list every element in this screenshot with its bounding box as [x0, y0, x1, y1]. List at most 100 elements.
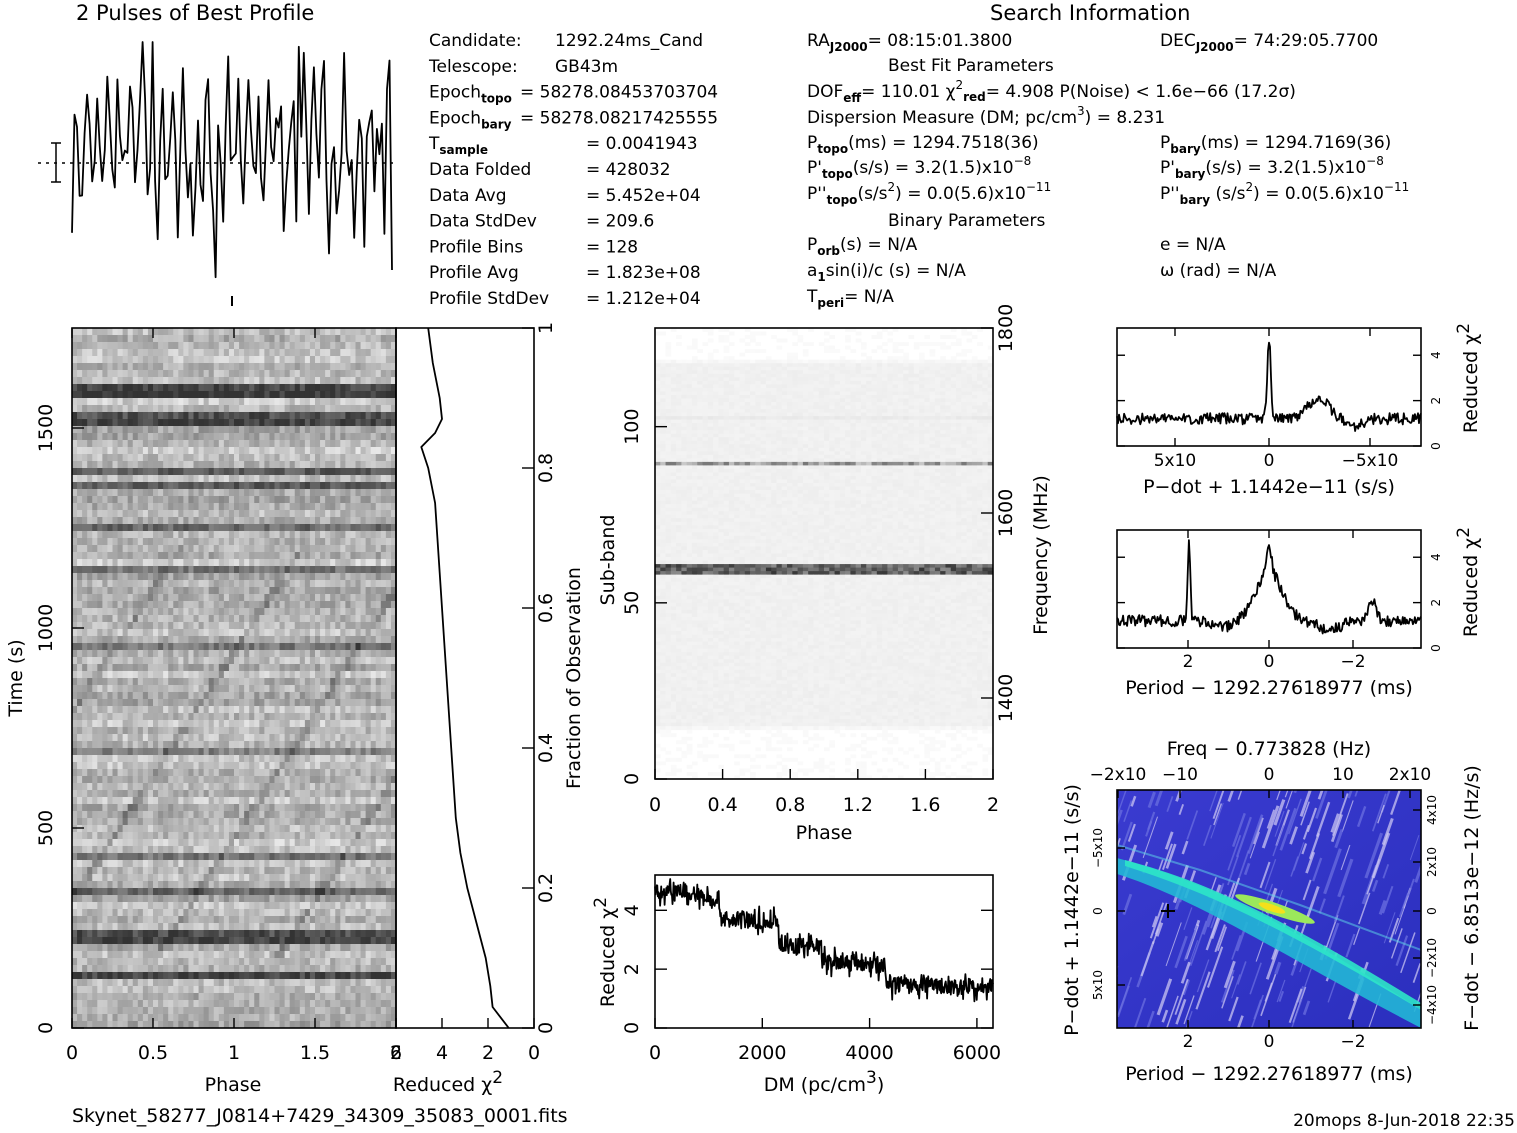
info-row: Tsample = 0.0041943 — [428, 134, 698, 157]
pddot-bary: P''bary (s/s2) = 0.0(5.6)x10−11 — [1160, 180, 1409, 207]
time-phase-ticks: 0 0.5 1 1.5 2 0 500 1000 1500 — [35, 328, 402, 1064]
search-information: Search Information Best Fit Parameters B… — [428, 1, 1409, 310]
candidate-info-column: Candidate: 1292.24ms_Cand Telescope: GB43m E… — [428, 31, 718, 309]
eccentricity: e = N/A — [1160, 235, 1226, 255]
tick-label: 4 — [436, 1042, 448, 1064]
period-chi2-curve — [1116, 539, 1422, 635]
dec-label: DECJ2000= 74:29:05.7700 — [1160, 31, 1378, 54]
tick-label: 1 — [228, 1042, 240, 1064]
tick-label: 0.5 — [138, 1042, 168, 1064]
tick-label: 4000 — [845, 1042, 893, 1064]
tick-label: 1.6 — [910, 794, 940, 816]
subband-greyscale — [655, 328, 994, 780]
dm-xlabel: DM (pc/cm3) — [764, 1068, 885, 1096]
tick-label: 0 — [1425, 907, 1439, 915]
subband-xlabel: Phase — [796, 822, 853, 844]
p-topo: Ptopo(ms) = 1294.7518(36) — [807, 133, 1039, 156]
period-chi2-plot: 2 0 −2 0 2 4 Period − 1292.27618977 (ms) Redu… — [1116, 527, 1482, 699]
period-pdot-map: 2 0 −2 −2x10 −10 0 10 2x10 −5x10 0 5x10 4x10 2x10 0 −2… — [1061, 738, 1483, 1085]
info-row: Telescope: GB43m — [428, 57, 618, 77]
subband-phase-plot: 0 0.4 0.8 1.2 1.6 2 0 50 100 1400 1600 1800 Phase S… — [597, 304, 1052, 844]
info-row: Candidate: 1292.24ms_Cand — [429, 31, 703, 51]
ra-value: = 08:15:01.3800 — [868, 31, 1013, 51]
time-phase-xlabel: Phase — [205, 1074, 262, 1096]
period-pdot-ticks: 2 0 −2 −2x10 −10 0 10 2x10 −5x10 0 5x10 4x10 2x10 0 −2… — [1090, 765, 1439, 1052]
porb: Porb(s) = N/A — [807, 235, 918, 258]
dm-ticks: 0 2000 4000 6000 0 2 4 — [621, 904, 1001, 1064]
profile-curve — [71, 41, 393, 279]
tick-label: 2 — [482, 1042, 494, 1064]
info-row: Profile Avg = 1.823e+08 — [429, 263, 701, 283]
fraction-chi2-curve — [420, 327, 510, 1029]
tick-label: 1800 — [995, 304, 1017, 352]
tick-label: −5x10 — [1342, 451, 1399, 471]
pddot-topo: P''topo(s/s2) = 0.0(5.6)x10−11 — [807, 180, 1051, 207]
tick-label: 2x10 — [1389, 765, 1432, 785]
fraction-chi2-xlabel: Reduced χ2 — [393, 1068, 503, 1096]
tick-label: 2 — [987, 794, 999, 816]
tick-label: 4 — [621, 904, 643, 916]
pdot-topo: P'topo(s/s) = 3.2(1.5)x10−8 — [807, 154, 1031, 181]
info-row: Data Folded = 428032 — [429, 160, 671, 180]
pdot-chi2-plot: 5x10 0 −5x10 0 2 4 P−dot + 1.1442e−11 (s/s) R… — [1116, 323, 1482, 498]
tick-label: 4 — [1429, 351, 1443, 359]
a1sini: a1sin(i)/c (s) = N/A — [807, 261, 966, 284]
period-ticks: 2 0 −2 0 2 4 — [1117, 530, 1443, 672]
period-ylabel: Reduced χ2 — [1454, 527, 1482, 637]
profile-title: 2 Pulses of Best Profile — [76, 1, 314, 25]
time-phase-plot: 0 0.5 1 1.5 2 0 500 1000 1500 Phase Time (s) — [5, 327, 402, 1096]
info-row: Epochtopo = 58278.08453703704 — [429, 83, 718, 106]
tick-label: 1400 — [995, 674, 1017, 722]
tick-label: 10 — [1332, 765, 1354, 785]
tick-label: 0 — [621, 773, 643, 785]
fraction-right-label: Fraction of Observation — [563, 567, 585, 789]
tick-label: 5x10 — [1091, 970, 1105, 1000]
tick-label: 1 — [535, 322, 557, 334]
tick-label: −2x10 — [1090, 765, 1147, 785]
info-row: Profile Bins = 128 — [429, 237, 638, 257]
tick-label: 2 — [1183, 1032, 1194, 1052]
omega: ω (rad) = N/A — [1160, 261, 1277, 281]
tick-label: 0 — [535, 1022, 557, 1034]
dm-chi2-curve — [654, 878, 994, 1003]
tick-label: 0 — [1264, 451, 1275, 471]
info-row: Epochbary = 58278.08217425555 — [429, 108, 718, 131]
tick-label: −2 — [1340, 1032, 1365, 1052]
tick-label: 2000 — [738, 1042, 786, 1064]
info-row: Data StdDev = 209.6 — [429, 212, 654, 232]
subband-ticks: 0 0.4 0.8 1.2 1.6 2 0 50 100 1400 1600 1800 — [621, 304, 1017, 816]
subband-right-label: Frequency (MHz) — [1030, 475, 1052, 635]
binary-title: Binary Parameters — [888, 211, 1045, 231]
time-phase-ylabel: Time (s) — [5, 639, 27, 717]
p-bary: Pbary(ms) = 1294.7169(36) — [1160, 133, 1391, 156]
tick-label: 0 — [1264, 1032, 1275, 1052]
tick-label: 6000 — [953, 1042, 1001, 1064]
dm-chi2-plot: 0 2000 4000 6000 0 2 4 DM (pc/cm3) Reduced χ2 — [591, 874, 1001, 1096]
fits-filename: Skynet_58277_J0814+7429_34309_35083_0001… — [72, 1105, 568, 1127]
tick-label: 2 — [1429, 599, 1443, 607]
period-pdot-colormap — [1117, 790, 1421, 1028]
info-row: Profile StdDev = 1.212e+04 — [429, 289, 701, 309]
pdot-xlabel: P−dot + 1.1442e−11 (s/s) — [1143, 476, 1395, 498]
tick-label: 2 — [1183, 652, 1194, 672]
tick-label: 100 — [621, 409, 643, 445]
tick-label: 1000 — [35, 604, 57, 652]
tick-label: 0.4 — [707, 794, 737, 816]
dm-ylabel: Reduced χ2 — [591, 897, 619, 1007]
pdot-ylabel: Reduced χ2 — [1454, 323, 1482, 433]
dm-line: Dispersion Measure (DM; pc/cm3) = 8.231 — [807, 104, 1165, 128]
ra-label: RAJ2000= 08:15:01.3800 — [807, 31, 1012, 54]
tick-label: 0.2 — [535, 873, 557, 903]
tick-label: 0.6 — [535, 593, 557, 623]
tick-label: 2 — [1429, 397, 1443, 405]
tick-label: −2 — [1340, 652, 1365, 672]
tick-label: 0.8 — [775, 794, 805, 816]
tick-label: 0 — [649, 794, 661, 816]
tick-label: 0 — [35, 1022, 57, 1034]
tick-label: 0 — [649, 1042, 661, 1064]
ppd-xlabel: Period − 1292.27618977 (ms) — [1125, 1063, 1413, 1085]
tick-label: 1600 — [995, 489, 1017, 537]
freq-title: Freq − 0.773828 (Hz) — [1167, 738, 1371, 760]
tick-label: 0 — [621, 1022, 643, 1034]
